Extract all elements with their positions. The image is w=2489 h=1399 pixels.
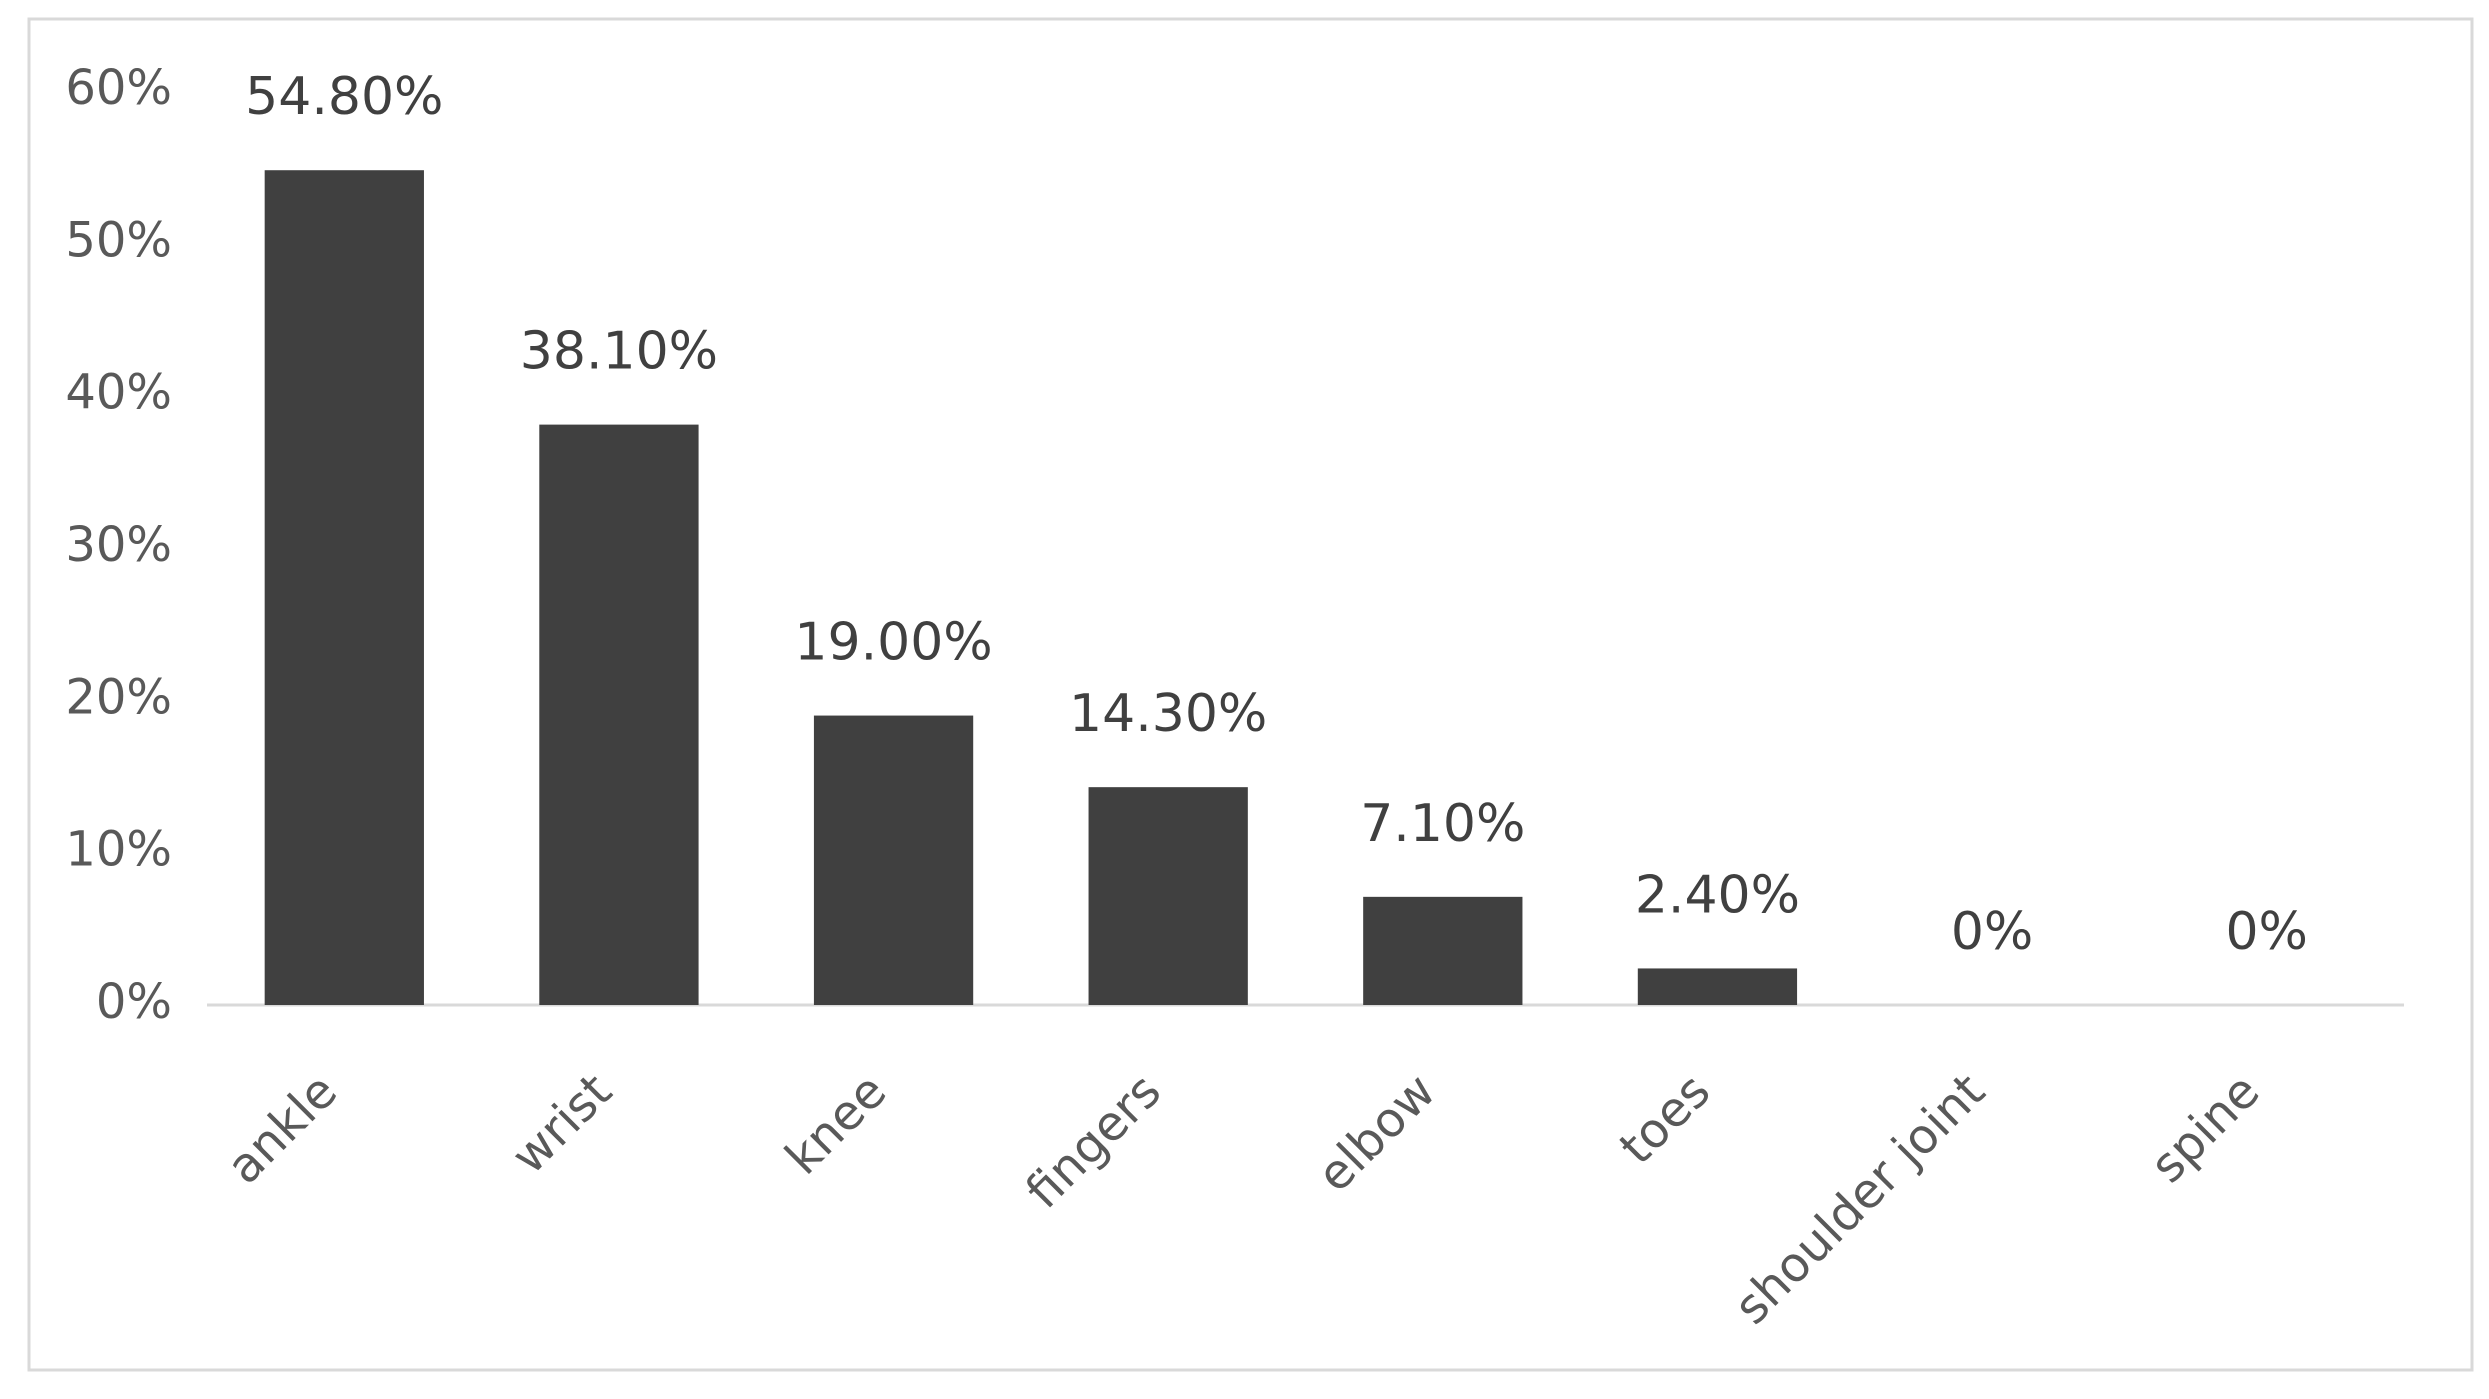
chart-border xyxy=(27,17,2474,1372)
value-label: 38.10% xyxy=(520,322,718,382)
value-label: 19.00% xyxy=(794,613,992,673)
y-tick-label: 50% xyxy=(65,212,172,268)
value-label: 14.30% xyxy=(1069,684,1267,744)
y-tick-label: 60% xyxy=(65,60,172,116)
value-label: 7.10% xyxy=(1360,794,1525,854)
y-tick-label: 20% xyxy=(65,669,172,725)
bar xyxy=(539,424,699,1005)
value-label: 2.40% xyxy=(1635,865,1800,925)
bar xyxy=(1363,896,1523,1005)
y-tick-label: 10% xyxy=(65,822,172,878)
y-tick-label: 40% xyxy=(65,365,172,421)
value-label: 0% xyxy=(1951,902,2034,962)
bar xyxy=(813,715,974,1005)
bar xyxy=(1637,968,1798,1005)
value-label: 54.80% xyxy=(245,67,443,127)
y-tick-label: 0% xyxy=(96,974,172,1030)
bar xyxy=(1088,787,1248,1005)
bar xyxy=(264,170,424,1006)
y-tick-label: 30% xyxy=(65,517,172,573)
value-label: 0% xyxy=(2225,902,2308,962)
